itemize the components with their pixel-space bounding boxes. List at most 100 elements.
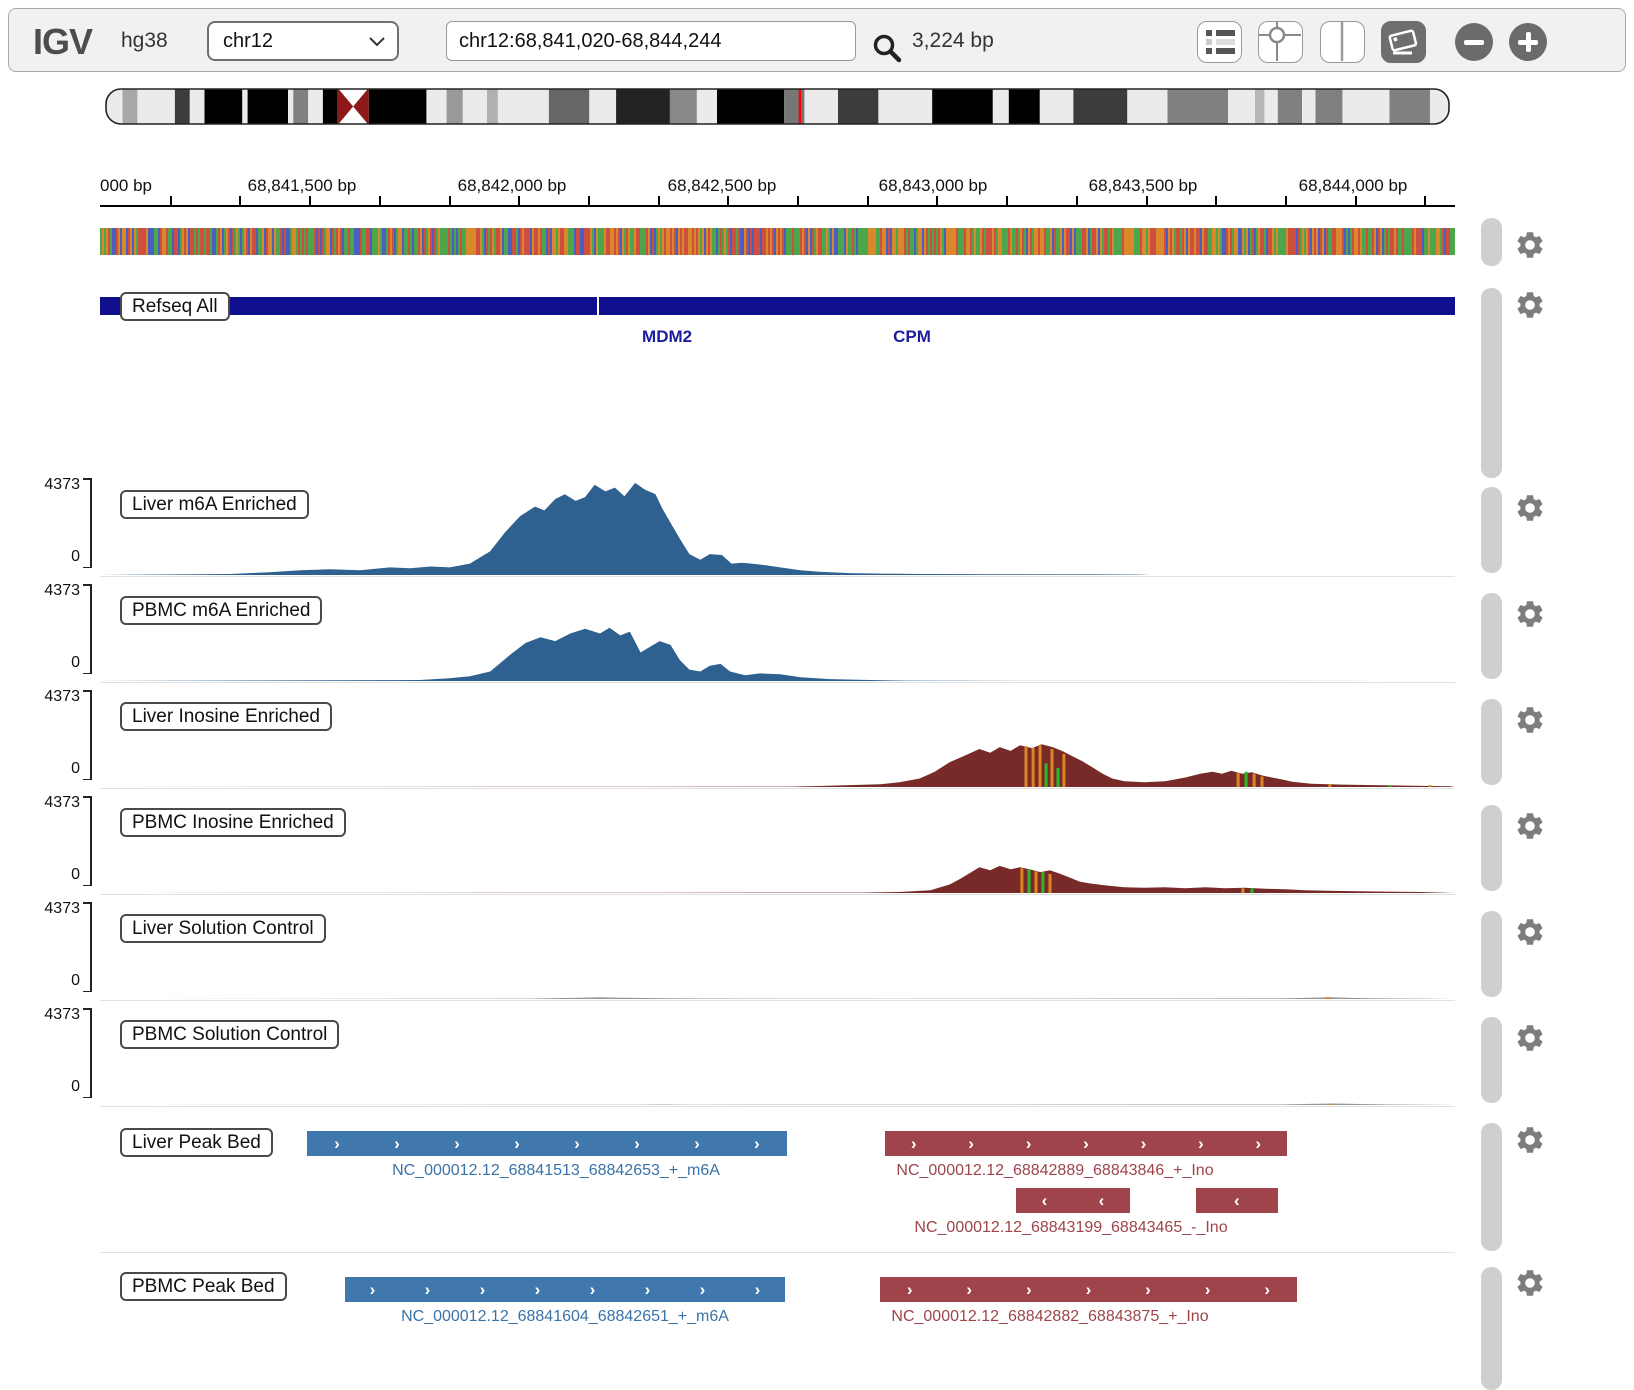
track-settings-gear-icon[interactable]: [1514, 289, 1546, 321]
bed-feature[interactable]: › › › › › › ›: [885, 1131, 1287, 1156]
bookmark-tag-icon: [1388, 29, 1418, 55]
ruler-tick-label: 68,841,500 bp: [247, 176, 357, 195]
ruler-tick: [309, 196, 312, 205]
track-drag-handle[interactable]: [1481, 218, 1502, 266]
axis-top-tick: [83, 902, 91, 904]
coverage-track-label[interactable]: PBMC m6A Enriched: [120, 596, 323, 625]
coverage-track-label[interactable]: Liver m6A Enriched: [120, 490, 309, 519]
refseq-track-label[interactable]: Refseq All: [120, 292, 230, 321]
axis-min-value: 0: [71, 1078, 80, 1095]
track-settings-gear-icon[interactable]: [1514, 492, 1546, 524]
strand-right-chevron: ›: [574, 1134, 580, 1153]
strand-right-chevron: ›: [479, 1280, 486, 1299]
bed-feature-name: NC_000012.12_68842882_68843875_+_Ino: [891, 1308, 1209, 1325]
strand-right-chevron: ›: [454, 1134, 460, 1153]
track-drag-handle[interactable]: [1481, 1267, 1502, 1390]
track-settings-gear-icon[interactable]: [1514, 1022, 1546, 1054]
strand-right-chevron: ›: [754, 1280, 761, 1299]
ruler-tick: [1215, 196, 1218, 205]
axis-line: [90, 1008, 92, 1098]
refseq-gene-bar[interactable]: [100, 297, 1455, 315]
ruler-tick: [587, 196, 590, 205]
track-drag-handle[interactable]: [1481, 1123, 1502, 1251]
axis-top-tick: [83, 796, 91, 798]
strand-right-chevron: ›: [369, 1280, 376, 1299]
coverage-area[interactable]: [100, 788, 1455, 894]
axis-min-value: 0: [71, 760, 80, 777]
track-settings-gear-icon[interactable]: [1514, 598, 1546, 630]
ruler-tick-label: 68,842,500 bp: [667, 176, 777, 195]
track-settings-gear-icon[interactable]: [1514, 810, 1546, 842]
bed-feature[interactable]: › › › › › › ›: [879, 1277, 1297, 1302]
search-icon[interactable]: [871, 32, 903, 64]
coverage-track-label[interactable]: Liver Solution Control: [120, 914, 326, 943]
zoom-out-button[interactable]: [1455, 23, 1493, 61]
cursor-guide-button[interactable]: [1258, 21, 1303, 63]
chr12-ideogram-svg[interactable]: [105, 88, 1450, 125]
track-drag-handle[interactable]: [1481, 288, 1502, 478]
track-drag-handle[interactable]: [1481, 699, 1502, 785]
coverage-area[interactable]: [100, 682, 1455, 788]
bed-feature[interactable]: › › › › › › › ›: [307, 1131, 787, 1156]
track-drag-handle[interactable]: [1481, 593, 1502, 679]
axis-bottom-tick: [83, 566, 91, 568]
axis-max-value: 4373: [44, 582, 80, 599]
ruler-tick-label: 68,843,500 bp: [1088, 176, 1198, 195]
crosshair-icon: [1259, 22, 1301, 61]
bed-feature[interactable]: ‹ ‹: [1016, 1188, 1130, 1213]
ruler-tick: [727, 196, 730, 205]
track-settings-gear-icon[interactable]: [1514, 916, 1546, 948]
track-settings-gear-icon[interactable]: [1514, 704, 1546, 736]
axis-min-value: 0: [71, 548, 80, 565]
split-screen-icon: [1340, 22, 1344, 61]
coverage-area[interactable]: [100, 470, 1455, 576]
track-separator: [100, 682, 1455, 683]
coverage-area[interactable]: [100, 894, 1455, 1000]
gene-name-label: CPM: [893, 327, 931, 346]
track-settings-gear-icon[interactable]: [1514, 1267, 1546, 1299]
track-drag-handle[interactable]: [1481, 487, 1502, 573]
strand-right-chevron: ›: [1026, 1280, 1032, 1299]
track-drag-handle[interactable]: [1481, 805, 1502, 891]
axis-line: [90, 690, 92, 780]
peak-track-label[interactable]: Liver Peak Bed: [120, 1128, 273, 1157]
track-drag-handle[interactable]: [1481, 911, 1502, 997]
chromosome-select[interactable]: chr12: [207, 21, 399, 61]
axis-top-tick: [83, 584, 91, 586]
axis-bottom-tick: [83, 1096, 91, 1098]
ruler-tick: [1354, 196, 1357, 205]
sample-info-button[interactable]: [1381, 21, 1426, 63]
strand-left-chevron: ‹: [1234, 1191, 1240, 1210]
strand-right-chevron: ›: [1085, 1280, 1092, 1299]
axis-max-value: 4373: [44, 900, 80, 917]
ruler-axis-line: [100, 205, 1455, 207]
strand-right-chevron: ›: [1204, 1280, 1211, 1299]
refseq-gene-boundary: [597, 297, 599, 315]
track-settings-gear-icon[interactable]: [1514, 229, 1546, 261]
axis-line: [90, 478, 92, 568]
ruler-tick-label: 68,843,000 bp: [878, 176, 988, 195]
ruler-tick: [1075, 196, 1078, 205]
coverage-area[interactable]: [100, 576, 1455, 682]
zoom-in-button[interactable]: [1509, 23, 1547, 61]
center-line-button[interactable]: [1320, 21, 1365, 63]
chromosome-select-value: chr12: [223, 30, 274, 52]
ruler-tick: [936, 196, 939, 205]
bed-feature[interactable]: ‹: [1195, 1188, 1278, 1213]
coverage-area[interactable]: [100, 1000, 1455, 1106]
coverage-track-label[interactable]: PBMC Solution Control: [120, 1020, 340, 1049]
coverage-track-label[interactable]: Liver Inosine Enriched: [120, 702, 332, 731]
track-settings-gear-icon[interactable]: [1514, 1124, 1546, 1156]
gene-name-label: MDM2: [642, 327, 693, 346]
sequence-stripes[interactable]: [100, 228, 1455, 255]
axis-max-value: 4373: [44, 476, 80, 493]
locus-input[interactable]: [446, 21, 856, 61]
track-list-button[interactable]: [1197, 21, 1242, 63]
bed-feature[interactable]: › › › › › › › ›: [345, 1277, 785, 1302]
strand-right-chevron: ›: [1264, 1280, 1270, 1299]
chevron-down-icon: [369, 37, 385, 47]
peak-track-label[interactable]: PBMC Peak Bed: [120, 1272, 287, 1301]
track-drag-handle[interactable]: [1481, 1017, 1502, 1103]
axis-max-value: 4373: [44, 1006, 80, 1023]
coverage-track-label[interactable]: PBMC Inosine Enriched: [120, 808, 346, 837]
